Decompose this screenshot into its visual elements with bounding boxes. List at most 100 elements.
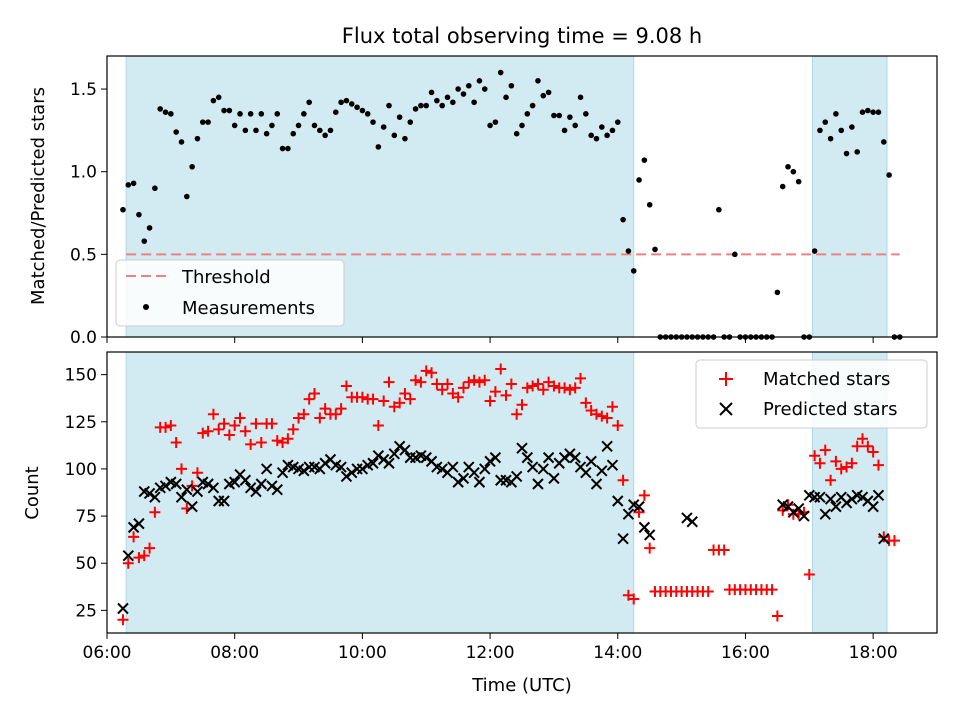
measurement-point xyxy=(513,130,520,137)
predicted-star-point xyxy=(564,448,576,460)
matched-star-point xyxy=(580,397,592,409)
predicted-star-point xyxy=(479,463,491,475)
matched-star-point xyxy=(218,418,230,430)
measurement-point xyxy=(327,127,334,134)
measurement-point xyxy=(125,182,132,188)
matched-star-point xyxy=(144,542,156,554)
measurement-point xyxy=(822,119,829,125)
predicted-star-point xyxy=(468,466,480,479)
matched-star-point xyxy=(505,378,517,390)
measurement-point xyxy=(476,77,483,84)
matched-star-point xyxy=(819,444,831,456)
matched-star-point xyxy=(319,403,331,415)
measurement-point xyxy=(556,112,563,119)
measurement-point xyxy=(412,106,419,112)
matched-star-point xyxy=(149,506,161,518)
predicted-star-point xyxy=(872,489,885,502)
matched-star-point xyxy=(309,387,320,399)
measurement-point xyxy=(290,130,297,137)
measurement-point xyxy=(237,111,243,117)
predicted-star-point xyxy=(484,455,496,468)
measurement-point xyxy=(434,97,440,104)
top-y-axis-label: Matched/Predicted stars xyxy=(28,87,49,305)
y-tick-label: 125 xyxy=(65,413,97,433)
measurement-point xyxy=(620,216,626,223)
predicted-star-point xyxy=(207,482,220,494)
measurement-point xyxy=(439,102,445,109)
matched-star-point xyxy=(617,474,629,486)
bottom-panel: 25 50 75 100 125 150 06:00 08:00 10:00 12:00 14:0… xyxy=(22,351,938,696)
x-axis-label: Time (UTC) xyxy=(471,675,572,696)
matched-star-point xyxy=(489,386,501,398)
matched-star-point xyxy=(298,408,310,420)
x-tick-label: 16:00 xyxy=(721,643,770,663)
measurement-point xyxy=(242,127,249,134)
measurement-point xyxy=(396,114,403,120)
y-tick-label: 0.5 xyxy=(70,245,97,265)
matched-star-point xyxy=(239,425,251,437)
predicted-star-point xyxy=(266,480,278,492)
predicted-star-point xyxy=(840,497,853,509)
matched-star-point xyxy=(138,550,150,562)
measurement-point xyxy=(492,119,499,125)
measurement-point xyxy=(444,94,451,101)
measurement-point xyxy=(152,185,158,192)
matched-star-point xyxy=(606,401,618,413)
shaded-region xyxy=(125,351,635,634)
y-tick-label: 25 xyxy=(75,601,97,621)
matched-legend-swatch xyxy=(719,372,733,386)
predicted-star-point xyxy=(585,455,597,468)
matched-star-point xyxy=(133,552,145,564)
measurement-point xyxy=(301,111,307,117)
predicted-star-point xyxy=(159,480,172,492)
predicted-star-point xyxy=(271,483,283,496)
bottom-legend: Matched stars Predicted stars xyxy=(695,359,928,429)
measurement-point xyxy=(253,127,259,134)
predicted-star-point xyxy=(473,476,486,488)
predicted-star-point xyxy=(521,451,534,464)
measurement-point xyxy=(524,111,531,117)
measurement-point xyxy=(529,102,536,109)
predicted-star-point xyxy=(686,516,698,528)
measurement-point xyxy=(577,94,584,101)
matched-star-point xyxy=(814,457,826,469)
predicted-star-point xyxy=(792,502,805,515)
matched-star-point xyxy=(633,506,645,518)
measurement-point xyxy=(359,107,366,114)
measurement-point xyxy=(471,99,477,106)
measurement-point xyxy=(465,82,472,89)
predicted-star-point xyxy=(377,453,390,466)
matched-star-point xyxy=(170,437,182,449)
predicted-star-point xyxy=(606,459,619,471)
predicted-star-point xyxy=(143,487,156,500)
y-tick-label: 100 xyxy=(65,460,97,480)
matched-star-point xyxy=(500,389,512,401)
measurement-point xyxy=(247,111,254,117)
predicted-star-point xyxy=(298,465,310,477)
predicted-star-point xyxy=(244,482,257,494)
predicted-star-point xyxy=(372,450,385,462)
legend-matched-label: Matched stars xyxy=(763,369,890,390)
matched-star-point xyxy=(287,423,299,435)
matched-star-point xyxy=(521,382,533,394)
predicted-star-point xyxy=(878,532,890,545)
matched-star-point xyxy=(468,374,480,386)
y-tick-label: 0.0 xyxy=(70,328,97,348)
bottom-legend-box xyxy=(695,359,928,429)
matched-stars-points xyxy=(117,363,900,626)
measurement-point xyxy=(146,225,153,231)
matched-star-point xyxy=(234,412,246,424)
predicted-star-point xyxy=(516,442,528,454)
predicted-star-point xyxy=(276,466,289,479)
measurement-point xyxy=(732,251,738,258)
measurement-point xyxy=(418,102,424,109)
matched-star-point xyxy=(862,440,874,452)
measurement-point xyxy=(428,89,435,96)
matched-star-point xyxy=(473,376,485,388)
predicted-star-point xyxy=(393,440,406,453)
predicted-star-point xyxy=(181,483,193,496)
predicted-star-point xyxy=(260,463,273,475)
matched-star-point xyxy=(782,499,794,511)
x-tick-label: 18:00 xyxy=(849,643,898,663)
